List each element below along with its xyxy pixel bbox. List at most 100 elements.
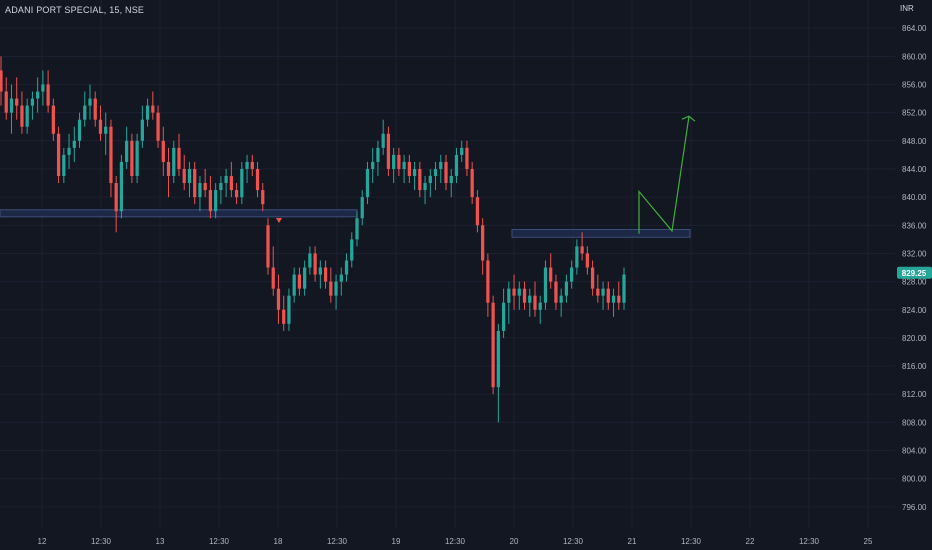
candle[interactable] [119,154,124,219]
candle[interactable] [323,260,328,289]
candle[interactable] [433,161,438,191]
candle[interactable] [486,253,490,317]
candle[interactable] [203,168,207,198]
candle[interactable] [601,281,605,310]
candle[interactable] [25,98,29,134]
candle[interactable] [224,168,228,198]
candle[interactable] [77,112,82,148]
candle[interactable] [145,98,150,127]
candle[interactable] [104,112,108,155]
candle[interactable] [543,260,548,310]
candle[interactable] [313,246,317,282]
candle[interactable] [98,105,103,141]
candle[interactable] [355,211,359,247]
candle[interactable] [166,147,171,198]
candle[interactable] [51,98,55,141]
candle[interactable] [617,281,621,310]
candle[interactable] [428,168,432,198]
candle[interactable] [329,267,333,303]
candle[interactable] [88,84,92,120]
candle[interactable] [93,91,97,127]
candle[interactable] [287,288,291,331]
candle[interactable] [444,154,448,191]
candle[interactable] [109,119,113,198]
candle[interactable] [303,260,307,296]
candle[interactable] [465,140,469,176]
candle[interactable] [564,274,569,303]
candle[interactable] [177,133,181,176]
price-axis[interactable]: 864.00 860.00 856.00 852.00 848.00 844.00 840.… [897,24,932,512]
candle[interactable] [449,168,453,198]
candle[interactable] [161,126,165,176]
candle[interactable] [470,161,474,205]
candle[interactable] [245,154,249,184]
candle[interactable] [350,232,354,268]
candle[interactable] [172,140,176,184]
candle[interactable] [622,267,626,310]
candle[interactable] [214,183,218,219]
candle[interactable] [517,281,521,310]
candle[interactable] [198,176,202,212]
candle[interactable] [580,232,584,261]
candle[interactable] [491,295,495,395]
candle[interactable] [229,161,233,198]
candle[interactable] [240,161,244,205]
candle[interactable] [140,105,144,148]
candle[interactable] [182,154,186,191]
candle[interactable] [559,288,563,317]
candle[interactable] [282,295,286,331]
candle[interactable] [512,274,516,310]
candle[interactable] [130,133,134,184]
candle[interactable] [4,77,8,120]
candle[interactable] [365,161,370,205]
candle[interactable] [360,190,364,226]
candle[interactable] [611,288,616,317]
candle[interactable] [83,91,87,127]
candle[interactable] [475,190,480,233]
candle[interactable] [41,70,45,106]
candle[interactable] [439,154,443,184]
candle[interactable] [549,253,553,289]
candle[interactable] [234,183,239,205]
candle[interactable] [30,91,35,120]
candle[interactable] [585,246,589,275]
candles[interactable] [0,56,626,423]
candle[interactable] [62,147,66,184]
candle[interactable] [9,84,14,134]
candle[interactable] [575,239,579,275]
candle[interactable] [271,246,275,296]
candle[interactable] [0,56,3,106]
candle[interactable] [412,161,417,191]
candle[interactable] [538,295,542,324]
candle[interactable] [125,126,129,169]
candle[interactable] [292,267,296,303]
candle[interactable] [392,147,396,184]
candle[interactable] [46,70,50,113]
candle[interactable] [386,126,391,176]
candle[interactable] [570,260,574,289]
candle[interactable] [507,281,511,324]
candle[interactable] [56,126,61,184]
candle[interactable] [522,281,527,310]
candle[interactable] [114,176,118,233]
candle[interactable] [344,253,349,282]
candle[interactable] [528,288,532,317]
candle[interactable] [334,274,338,310]
candle[interactable] [454,147,459,184]
candle[interactable] [20,91,24,134]
candle[interactable] [418,161,422,198]
candle[interactable] [72,126,76,162]
candle[interactable] [376,140,380,176]
candle[interactable] [606,281,610,310]
candle[interactable] [501,288,506,338]
candle[interactable] [318,260,322,289]
time-axis[interactable]: 12 12:30 13 12:30 18 12:30 19 12:30 20 12:30 21 12:… [38,537,873,546]
candle[interactable] [208,176,213,219]
candle[interactable] [397,147,401,176]
candle[interactable] [276,274,281,324]
candle[interactable] [596,274,600,303]
candle[interactable] [371,147,375,184]
candle[interactable] [67,133,71,169]
candle[interactable] [381,119,385,155]
